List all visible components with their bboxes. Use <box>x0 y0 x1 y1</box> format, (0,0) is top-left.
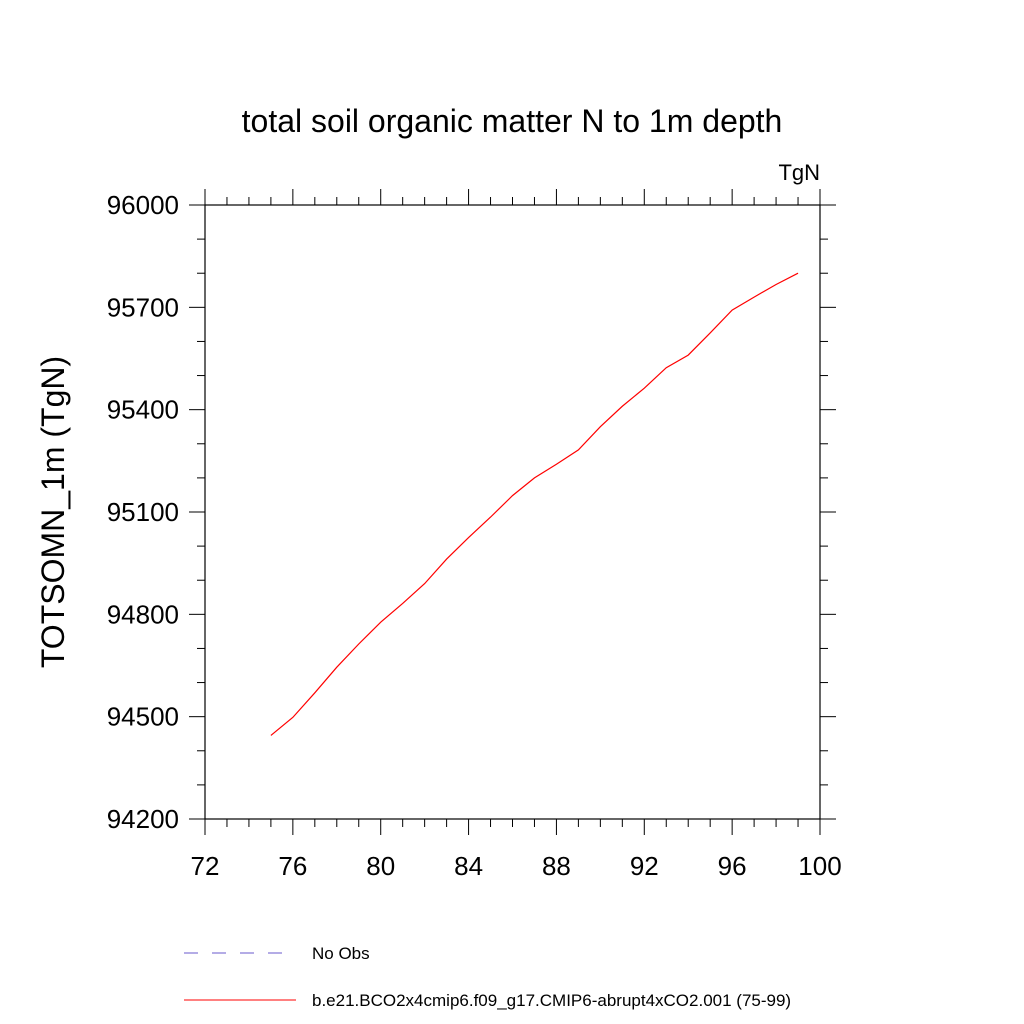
chart-title: total soil organic matter N to 1m depth <box>242 103 783 139</box>
x-tick-label: 80 <box>366 851 395 881</box>
y-axis-label: TOTSOMN_1m (TgN) <box>35 356 71 668</box>
y-tick-label: 95700 <box>107 292 179 322</box>
plot-frame <box>204 204 821 820</box>
legend-label: No Obs <box>312 944 370 963</box>
x-tick-label: 76 <box>278 851 307 881</box>
y-tick-label: 95100 <box>107 497 179 527</box>
x-tick-label: 100 <box>798 851 841 881</box>
x-tick-label: 88 <box>542 851 571 881</box>
x-tick-label: 72 <box>191 851 220 881</box>
y-tick-label: 94800 <box>107 599 179 629</box>
y-tick-label: 95400 <box>107 395 179 425</box>
legend-label: b.e21.BCO2x4cmip6.f09_g17.CMIP6-abrupt4x… <box>312 991 791 1010</box>
axis-ticks <box>189 189 836 835</box>
y-tick-label: 94500 <box>107 702 179 732</box>
axis-tick-labels: 72 76 80 84 88 92 96 100 94200 94500 94800 95100 954… <box>107 190 842 881</box>
units-label: TgN <box>778 160 820 185</box>
legend: No Obs b.e21.BCO2x4cmip6.f09_g17.CMIP6-ab… <box>184 944 791 1010</box>
x-tick-label: 96 <box>718 851 747 881</box>
y-tick-label: 94200 <box>107 804 179 834</box>
x-tick-label: 84 <box>454 851 483 881</box>
series-layer <box>270 272 799 736</box>
y-tick-label: 96000 <box>107 190 179 220</box>
series-line <box>270 272 799 736</box>
x-tick-label: 92 <box>630 851 659 881</box>
